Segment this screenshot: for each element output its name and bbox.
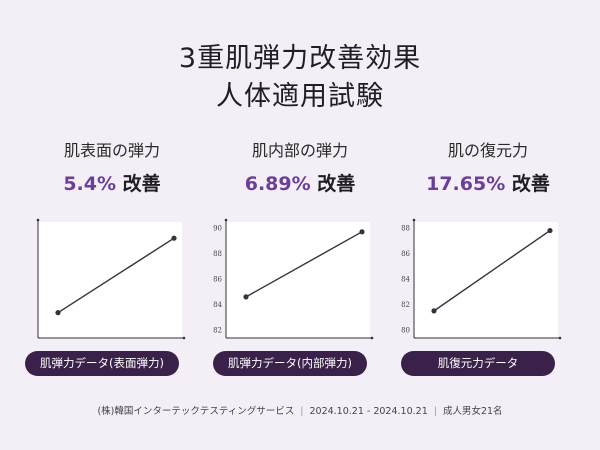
metric-label: 肌内部の弾力: [251, 141, 348, 160]
metric-label: 肌表面の弾力: [63, 141, 160, 160]
footer-separator: |: [300, 406, 304, 417]
series-line: [245, 231, 363, 298]
y-tick-label: 88: [213, 250, 222, 258]
axis-end-marker: [182, 336, 186, 340]
panel-internal-elasticity: 肌内部の弾力 6.89% 改善 90 88 86 84 82 肌弾力データ(内部弾力): [210, 140, 390, 376]
metric-percent: 17.65%: [426, 173, 506, 195]
y-tick-label: 86: [213, 276, 222, 284]
data-point: [243, 294, 249, 300]
y-tick-label: 84: [213, 301, 222, 309]
axis-end-marker: [558, 336, 562, 340]
title-line-2: 人体適用試験: [216, 81, 384, 112]
data-point: [431, 308, 437, 314]
data-label-pill: 肌弾力データ(表面弾力): [25, 351, 179, 376]
metric-suffix: 改善: [116, 173, 161, 195]
chart-internal: 90 88 86 84 82: [210, 216, 390, 352]
y-tick-label: 86: [401, 250, 410, 258]
data-label-pill: 肌復元力データ: [401, 351, 555, 376]
metric-suffix: 改善: [310, 173, 356, 195]
axis-end-marker: [412, 218, 416, 222]
chart-svg: [36, 218, 186, 340]
y-tick-label: 80: [401, 327, 410, 335]
series-line: [57, 237, 175, 314]
metric-percent: 5.4%: [63, 173, 117, 195]
footer-org: (株)韓国インターテックテスティングサービス: [97, 406, 295, 417]
y-tick-label: 90: [213, 225, 222, 233]
title-line-1: 3重肌弾力改善効果: [178, 43, 422, 74]
footer-note: (株)韓国インターテックテスティングサービス | 2024.10.21 - 2024…: [0, 403, 600, 417]
data-point: [171, 235, 177, 241]
data-point: [547, 227, 553, 234]
y-tick-label: 82: [213, 327, 222, 335]
footer-period: 2024.10.21 - 2024.10.21: [309, 406, 428, 417]
panel-surface-elasticity: 肌表面の弾力 5.4% 改善 肌弾力データ(表面弾力): [22, 140, 202, 376]
y-tick-label: 82: [401, 301, 410, 309]
footer-separator: |: [433, 406, 437, 417]
page-title: 3重肌弾力改善効果 人体適用試験: [0, 40, 600, 116]
chart-svg: 88 86 84 82 80: [401, 218, 562, 340]
panel-recovery: 肌の復元力 17.65% 改善 88 86 84 82 80 肌復元力データ: [398, 140, 578, 376]
data-point: [359, 229, 365, 235]
y-tick-label: 84: [401, 276, 410, 284]
metric-value: 17.65% 改善: [398, 168, 578, 200]
metric-label: 肌の復元力: [447, 141, 528, 160]
metric-suffix: 改善: [505, 173, 550, 195]
metric-percent: 6.89%: [244, 173, 311, 195]
data-label-pill: 肌弾力データ(内部弾力): [213, 351, 367, 376]
chart-svg: 90 88 86 84 82: [213, 218, 374, 340]
data-point: [55, 310, 61, 316]
chart-surface: [22, 216, 202, 352]
chart-recovery: 88 86 84 82 80: [398, 216, 578, 352]
axis-end-marker: [36, 218, 40, 222]
metric-value: 5.4% 改善: [22, 168, 202, 200]
series-line: [433, 229, 551, 312]
axis-end-marker: [224, 218, 228, 222]
axis-end-marker: [370, 336, 374, 340]
y-tick-label: 88: [401, 225, 410, 233]
footer-subjects: 成人男女21名: [442, 406, 503, 417]
metric-value: 6.89% 改善: [210, 168, 390, 200]
